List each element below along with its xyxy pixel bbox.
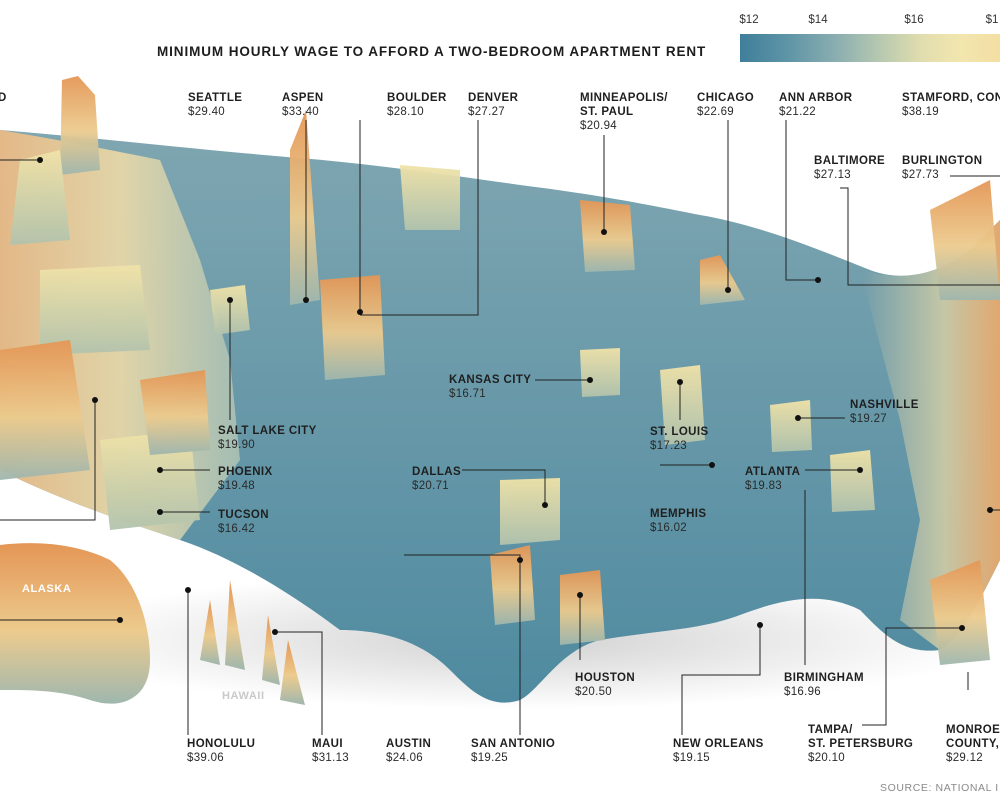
region-label-hawaii: HAWAII (222, 690, 265, 702)
city-label-phoenix: PHOENIX $19.48 (218, 466, 273, 492)
legend-tick-18: $1 (985, 14, 999, 26)
city-label-nashville: NASHVILLE $19.27 (850, 399, 919, 425)
leader-lines (0, 120, 1000, 735)
source-note: SOURCE: NATIONAL I (880, 782, 999, 794)
city-label-seattle: SEATTLE $29.40 (188, 92, 243, 118)
map-title: MINIMUM HOURLY WAGE TO AFFORD A TWO-BEDR… (157, 44, 707, 59)
alaska-landmass (0, 543, 150, 704)
city-label-honolulu: HONOLULU $39.06 (187, 738, 256, 764)
hawaii-islands (200, 580, 305, 705)
city-label-tampa: TAMPA/ ST. PETERSBURG $20.10 (808, 724, 914, 764)
city-label-minneapolis: MINNEAPOLIS/ ST. PAUL $20.94 (580, 92, 668, 132)
city-label-new-orleans: NEW ORLEANS $19.15 (673, 738, 764, 764)
city-label-houston: HOUSTON $20.50 (575, 672, 636, 698)
city-label-atlanta: ATLANTA $19.83 (745, 466, 801, 492)
city-label-kansas-city: KANSAS CITY $16.71 (449, 374, 532, 400)
legend-tick-12: $12 (739, 14, 759, 26)
east-region-relief (860, 220, 1000, 650)
city-label-denver: DENVER $27.27 (468, 92, 519, 118)
city-label-monroe-county: MONROE COUNTY, $29.12 (946, 724, 1000, 764)
contiguous-us-landmass (0, 130, 1000, 703)
relief-peaks (0, 76, 1000, 665)
city-label-san-antonio: SAN ANTONIO $19.25 (471, 738, 556, 764)
city-label-chicago: CHICAGO $22.69 (697, 92, 755, 118)
region-label-alaska: ALASKA (22, 583, 72, 595)
legend-tick-14: $14 (808, 14, 828, 26)
leader-dots (37, 157, 993, 635)
city-label-burlington: BURLINGTON $27.73 (902, 155, 983, 181)
city-label-boulder: BOULDER $28.10 (387, 92, 447, 118)
city-label-salt-lake-city: SALT LAKE CITY $19.90 (218, 425, 317, 451)
city-label-austin: AUSTIN $24.06 (386, 738, 432, 764)
city-label-ann-arbor: ANN ARBOR $21.22 (779, 92, 853, 118)
city-label-tucson: TUCSON $16.42 (218, 509, 269, 535)
city-label-dallas: DALLAS $20.71 (412, 466, 462, 492)
city-label-maui: MAUI $31.13 (312, 738, 349, 764)
legend-gradient-bar (740, 34, 1000, 62)
city-label-st-louis: ST. LOUIS $17.23 (650, 426, 709, 452)
city-label-stamford: STAMFORD, CON $38.19 (902, 92, 1000, 118)
city-label-birmingham: BIRMINGHAM $16.96 (784, 672, 865, 698)
legend-tick-16: $16 (904, 14, 924, 26)
city-label-aspen: ASPEN $33.40 (282, 92, 324, 118)
city-label-baltimore: BALTIMORE $27.13 (814, 155, 886, 181)
city-label-clipped: D (0, 92, 7, 104)
city-label-memphis: MEMPHIS $16.02 (650, 508, 707, 534)
